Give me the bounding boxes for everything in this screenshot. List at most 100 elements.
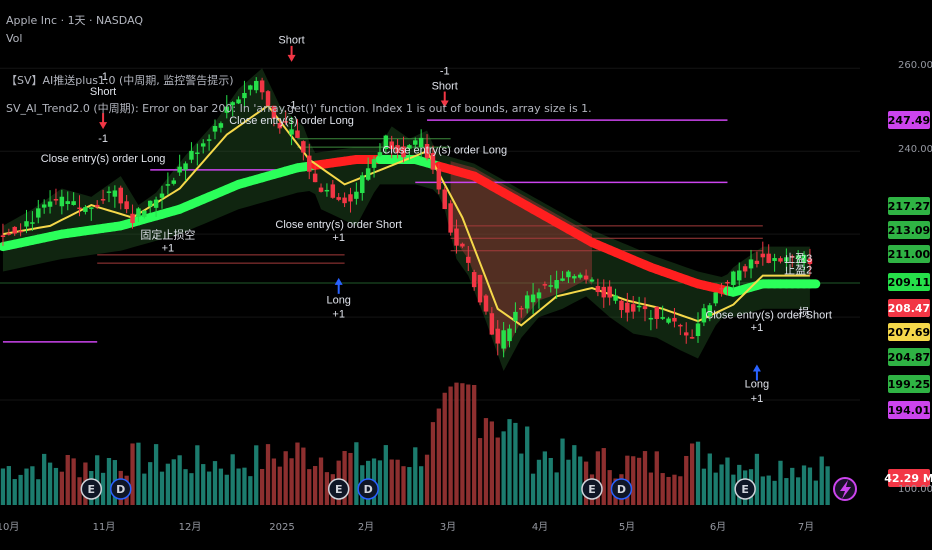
volume-bar (100, 472, 106, 505)
volume-bar (12, 479, 17, 505)
symbol-legend[interactable]: Apple Inc · 1天 · NASDAQ (6, 14, 144, 27)
candle (301, 141, 306, 153)
volume-bar (595, 451, 601, 505)
earnings-icon[interactable]: E (327, 478, 350, 500)
volume-bar (660, 473, 665, 505)
candle (413, 140, 418, 145)
volume-bar (477, 438, 483, 505)
candle (636, 305, 642, 308)
volume-bar (47, 462, 53, 505)
candle (318, 187, 324, 192)
candle (430, 153, 436, 170)
volume-bar (283, 451, 288, 505)
volume-bar (442, 392, 447, 505)
volume-bar (171, 459, 176, 505)
candle (689, 337, 695, 339)
earnings-icon[interactable]: E (734, 478, 756, 500)
candle (519, 308, 524, 310)
annotation-label: +1 (332, 308, 345, 320)
volume-bar (201, 464, 206, 505)
lightning-icon[interactable] (833, 477, 857, 501)
volume-bar (407, 467, 412, 505)
price-badge: 199.25 (888, 375, 930, 393)
volume-bar (59, 471, 64, 505)
candle (524, 295, 530, 309)
volume-bar (30, 466, 35, 505)
volume-bar (796, 477, 801, 505)
candle (566, 271, 571, 278)
volume-bar (731, 474, 736, 505)
dividend-icon[interactable]: D (357, 478, 379, 500)
indicator-legend-1[interactable]: 【SV】AI推送plus1.0 (中周期, 监控警告提示) (6, 74, 234, 87)
volume-bar (760, 476, 765, 505)
candle (630, 304, 636, 312)
candle (737, 270, 742, 281)
candle (577, 274, 583, 278)
annotation-label: Close entry(s) order Short (705, 310, 832, 322)
volume-bar (42, 453, 47, 505)
candle (142, 210, 147, 217)
volume-bar (218, 468, 224, 505)
trade-annotations: Short -1 Short -1 Short -1 -1 Close entry(s) or… (41, 34, 832, 405)
volume-bar (301, 447, 306, 505)
indicator-legend-2[interactable]: SV_AI_Trend2.0 (中周期): Error on bar 200: … (6, 102, 592, 115)
volume-bar (466, 384, 471, 505)
volume-bar (695, 441, 701, 505)
volume-bar (719, 464, 724, 505)
svg-text:D: D (617, 483, 626, 496)
candle (471, 272, 477, 288)
volume-bar (130, 443, 135, 505)
price-badge: 209.11 (888, 273, 930, 291)
candle (795, 255, 801, 259)
candle (778, 258, 783, 262)
dividend-icon[interactable]: D (110, 478, 132, 500)
volume-legend[interactable]: Vol (6, 32, 23, 45)
candle (642, 306, 648, 310)
volume-bar (224, 474, 229, 505)
time-tick-label: 10月 (0, 521, 19, 533)
candle (230, 102, 235, 106)
volume-bar (24, 468, 29, 505)
candle (436, 168, 442, 190)
candle (36, 208, 41, 218)
time-tick-label: 7月 (798, 521, 814, 533)
candle (47, 201, 53, 207)
volume-bar (684, 455, 689, 505)
candle (124, 201, 129, 210)
candle (683, 332, 689, 336)
svg-text:E: E (588, 483, 596, 496)
volume-bar (36, 479, 41, 505)
candle (542, 284, 548, 286)
dividend-icon[interactable]: D (610, 478, 633, 500)
volume-bar (318, 457, 324, 505)
volume-bar (713, 472, 718, 505)
volume-bar (354, 442, 359, 505)
candle (59, 196, 65, 207)
price-axis: 260.00 247.49 240.00 217.27 213.09 211.00 209.… (884, 60, 932, 495)
candle (695, 323, 701, 337)
candle (389, 141, 394, 150)
volume-bar (71, 458, 76, 505)
candle (377, 152, 383, 156)
candle (259, 80, 265, 93)
candle (330, 184, 336, 198)
price-badge: 247.49 (888, 111, 930, 129)
candle (147, 200, 153, 207)
candle (65, 201, 70, 204)
candle (530, 294, 536, 303)
volume-bar (277, 466, 282, 505)
candle (448, 203, 453, 233)
volume-bar (778, 460, 783, 505)
signal-markers (99, 45, 761, 381)
earnings-icon[interactable]: E (581, 478, 603, 500)
volume-bar (607, 470, 612, 505)
annotation-label: -1 (98, 133, 108, 145)
candle (583, 275, 589, 280)
earnings-icon[interactable]: E (80, 478, 103, 500)
candle (106, 191, 112, 193)
candle (713, 292, 718, 304)
candle (501, 330, 506, 349)
candle (672, 317, 677, 322)
candle (360, 175, 365, 194)
